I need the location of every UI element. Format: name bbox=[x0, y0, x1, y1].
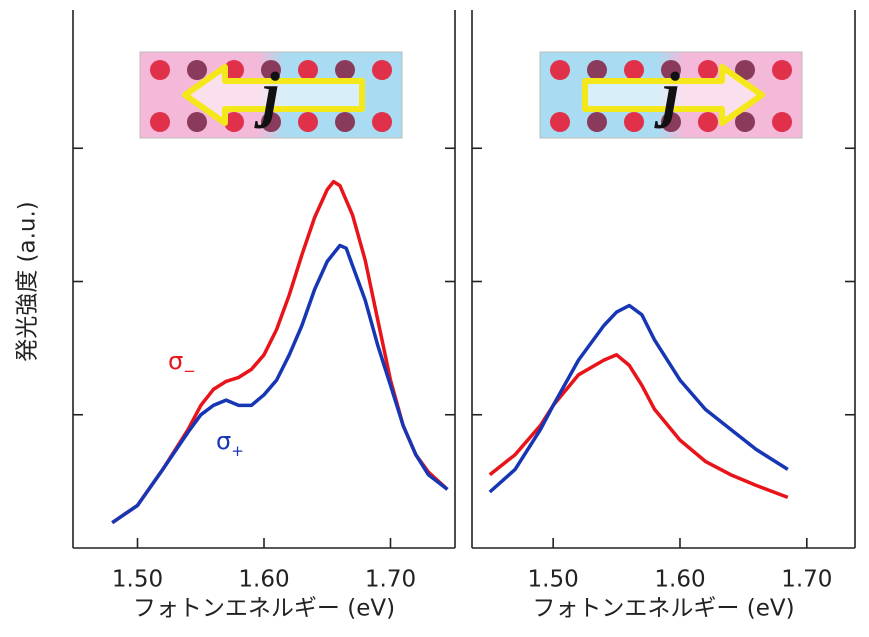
atom bbox=[698, 112, 718, 132]
atom bbox=[298, 112, 318, 132]
atom bbox=[335, 60, 355, 80]
annotation: σ− bbox=[168, 347, 196, 380]
atom bbox=[772, 112, 792, 132]
x-axis-label: フォトンエネルギー (eV) bbox=[532, 596, 794, 622]
atom bbox=[372, 112, 392, 132]
x-tick-label: 1.60 bbox=[654, 567, 705, 593]
annotation-symbol: σ bbox=[216, 427, 231, 455]
y-axis-label: 発光強度 (a.u.) bbox=[15, 201, 41, 362]
spectrum-line bbox=[111, 243, 449, 525]
atom bbox=[224, 112, 244, 132]
atom bbox=[224, 60, 244, 80]
current-arrow bbox=[582, 64, 765, 126]
atom bbox=[661, 60, 681, 80]
x-tick-label: 1.60 bbox=[238, 567, 289, 593]
atom bbox=[624, 112, 644, 132]
annotation: σ+ bbox=[216, 427, 244, 460]
atom bbox=[261, 112, 281, 132]
x-tick-label: 1.70 bbox=[365, 567, 416, 593]
atom bbox=[335, 112, 355, 132]
atom bbox=[661, 112, 681, 132]
atom bbox=[150, 60, 170, 80]
atom bbox=[187, 60, 207, 80]
atom bbox=[550, 112, 570, 132]
atom bbox=[550, 60, 570, 80]
annotation-subscript: − bbox=[183, 362, 196, 380]
atom bbox=[298, 60, 318, 80]
atom bbox=[587, 112, 607, 132]
x-tick-label: 1.50 bbox=[112, 567, 163, 593]
atom bbox=[372, 60, 392, 80]
spectrum-line bbox=[488, 303, 789, 494]
atom bbox=[261, 60, 281, 80]
x-tick-label: 1.70 bbox=[781, 567, 832, 593]
atom bbox=[735, 60, 755, 80]
atom bbox=[150, 112, 170, 132]
current-arrow bbox=[182, 64, 365, 126]
atom bbox=[624, 60, 644, 80]
atom bbox=[735, 112, 755, 132]
x-axis-label: フォトンエネルギー (eV) bbox=[133, 596, 395, 622]
atom bbox=[587, 60, 607, 80]
atom bbox=[187, 112, 207, 132]
x-tick-label: 1.50 bbox=[528, 567, 579, 593]
atom bbox=[698, 60, 718, 80]
annotation-symbol: σ bbox=[168, 347, 183, 375]
spectrum-line bbox=[488, 353, 789, 500]
atom bbox=[772, 60, 792, 80]
annotation-subscript: + bbox=[231, 442, 244, 460]
